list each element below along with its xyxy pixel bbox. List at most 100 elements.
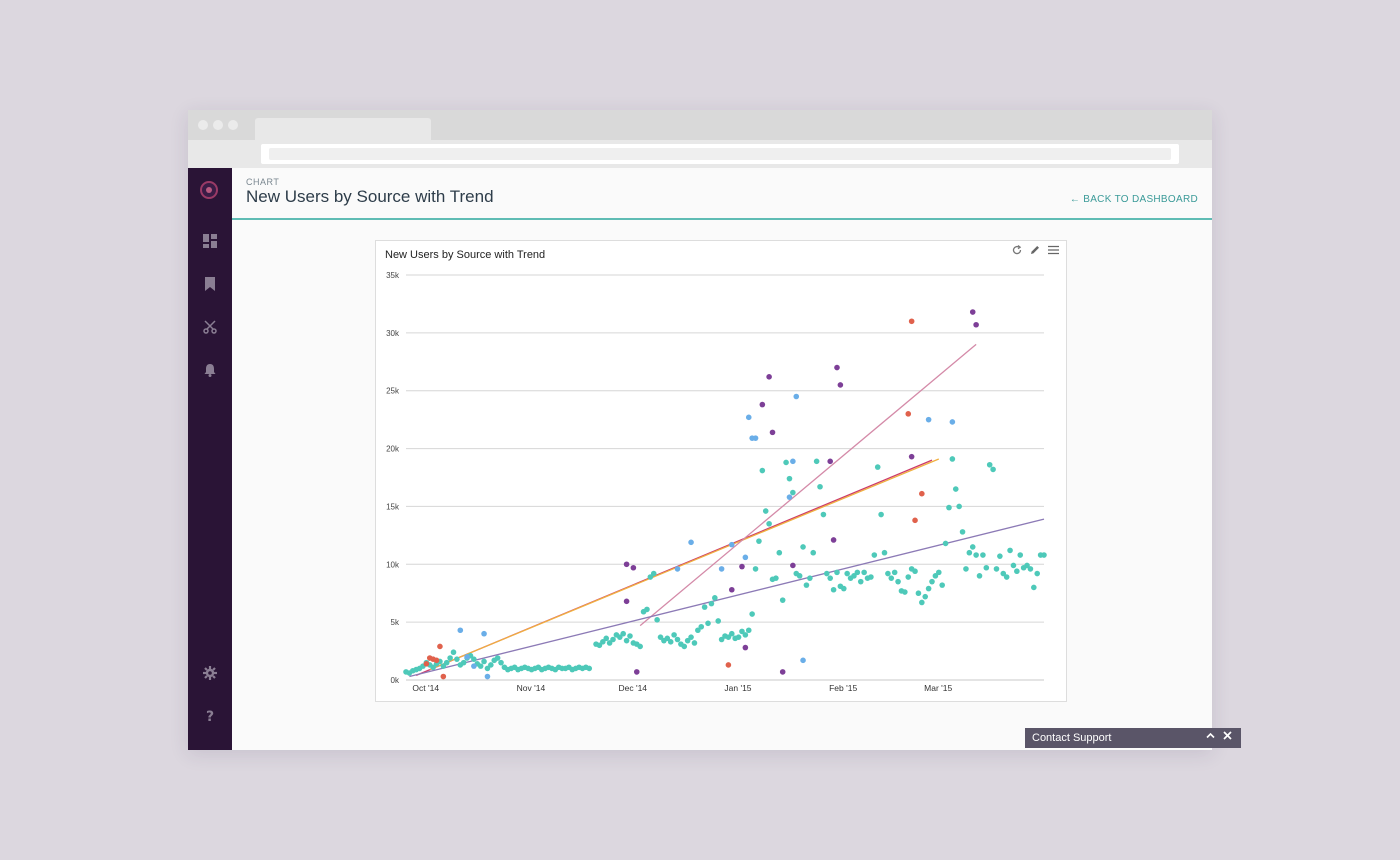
logo[interactable] xyxy=(200,181,218,199)
window-minimize-dot[interactable] xyxy=(213,120,223,130)
data-point xyxy=(762,508,769,514)
data-point xyxy=(939,582,945,588)
data-point xyxy=(728,630,735,637)
x-tick-label: Oct '14 xyxy=(412,683,439,693)
refresh-icon[interactable] xyxy=(1012,245,1026,259)
data-point xyxy=(796,573,803,579)
data-point xyxy=(888,575,895,581)
contact-support-label: Contact Support xyxy=(1032,732,1112,744)
bookmark-icon[interactable] xyxy=(188,277,232,295)
data-point xyxy=(851,573,857,579)
data-point xyxy=(745,627,752,634)
dashboard-icon[interactable] xyxy=(188,234,232,252)
y-tick-label: 25k xyxy=(386,387,400,396)
data-point xyxy=(1010,562,1017,569)
data-point xyxy=(952,486,959,492)
data-point xyxy=(1034,570,1041,577)
data-point xyxy=(925,416,932,423)
data-point xyxy=(891,569,898,576)
data-point xyxy=(681,643,688,650)
data-point xyxy=(817,483,823,490)
data-point xyxy=(902,589,908,595)
data-point xyxy=(993,566,1000,572)
window-zoom-dot[interactable] xyxy=(228,120,238,130)
data-point xyxy=(616,634,623,640)
back-to-dashboard-link[interactable]: ← BACK TO DASHBOARD xyxy=(1070,194,1198,205)
data-point xyxy=(691,640,698,646)
data-point xyxy=(922,593,929,600)
address-bar[interactable] xyxy=(261,144,1179,164)
y-tick-label: 10k xyxy=(386,560,400,569)
data-point xyxy=(759,467,766,474)
scissors-icon[interactable] xyxy=(188,320,232,338)
x-tick-label: Dec '14 xyxy=(618,683,647,693)
data-point xyxy=(481,658,487,665)
gear-icon[interactable] xyxy=(188,666,232,684)
data-point xyxy=(630,564,637,571)
data-point xyxy=(735,634,742,640)
data-point xyxy=(956,503,962,510)
data-point xyxy=(477,663,484,669)
data-point xyxy=(776,549,783,556)
data-point xyxy=(705,620,711,627)
y-tick-label: 35k xyxy=(386,271,400,280)
data-point xyxy=(779,597,786,603)
data-point xyxy=(929,578,935,585)
data-point xyxy=(824,570,830,577)
data-point xyxy=(688,634,694,640)
data-point xyxy=(433,657,440,664)
back-to-dashboard-label: BACK TO DASHBOARD xyxy=(1083,194,1198,205)
data-point xyxy=(695,627,701,634)
data-point xyxy=(752,435,759,441)
data-point xyxy=(600,639,606,645)
data-point xyxy=(457,627,464,634)
data-point xyxy=(908,318,915,325)
data-point xyxy=(983,564,990,571)
data-point xyxy=(684,637,691,644)
data-point xyxy=(946,504,952,511)
data-point xyxy=(739,628,745,635)
bell-icon[interactable] xyxy=(188,363,232,381)
data-point xyxy=(935,569,942,576)
chart-card: New Users by Source with Trend 0k 5k 10k 15… xyxy=(375,240,1067,702)
data-point xyxy=(980,552,986,558)
help-icon[interactable]: ? xyxy=(205,709,215,725)
data-point xyxy=(786,475,793,482)
data-point xyxy=(908,453,915,460)
data-point xyxy=(878,511,884,518)
chevron-up-icon[interactable] xyxy=(1206,731,1215,743)
data-point xyxy=(481,630,487,637)
data-point xyxy=(725,634,732,640)
data-point xyxy=(667,639,674,645)
x-tick-label: Nov '14 xyxy=(517,683,546,693)
edit-icon[interactable] xyxy=(1030,245,1044,259)
data-point xyxy=(834,569,840,576)
data-point xyxy=(773,575,779,581)
data-point xyxy=(834,364,840,371)
contact-support-bar[interactable]: Contact Support xyxy=(1025,728,1241,748)
menu-icon[interactable] xyxy=(1048,245,1062,259)
data-point xyxy=(674,636,681,643)
data-point xyxy=(905,411,912,417)
x-tick-label: Jan '15 xyxy=(724,683,751,693)
data-point xyxy=(969,309,976,315)
y-tick-label: 0k xyxy=(391,676,400,685)
data-point xyxy=(844,570,850,577)
y-tick-label: 20k xyxy=(386,445,400,454)
data-point xyxy=(949,456,956,462)
arrow-left-icon: ← xyxy=(1069,194,1081,205)
data-point xyxy=(498,659,504,666)
data-point xyxy=(654,617,660,623)
browser-tab[interactable] xyxy=(255,118,431,140)
data-point xyxy=(949,419,956,425)
data-point xyxy=(800,657,806,664)
data-point xyxy=(471,663,477,669)
data-point xyxy=(443,659,450,666)
data-point xyxy=(861,569,867,576)
data-point xyxy=(701,604,708,610)
close-icon[interactable] xyxy=(1223,731,1232,743)
window-close-dot[interactable] xyxy=(198,120,208,130)
data-point xyxy=(830,537,837,543)
data-point xyxy=(488,662,494,668)
data-point xyxy=(912,568,918,575)
